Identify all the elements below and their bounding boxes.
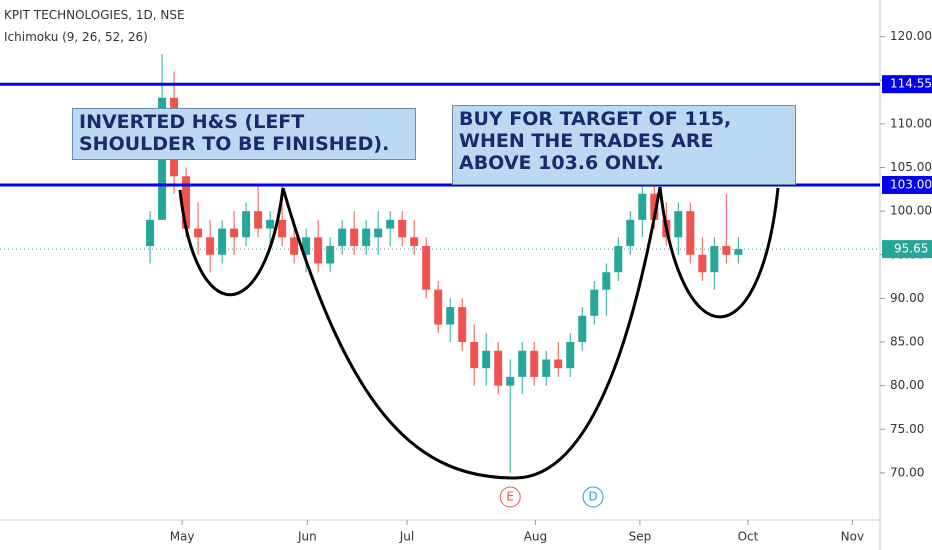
candle-body <box>554 359 563 369</box>
time-tick-label: Aug <box>524 530 547 544</box>
time-tick-label: Sep <box>629 530 652 544</box>
candle-body <box>218 228 227 255</box>
right-shoulder-curve <box>658 186 780 319</box>
candle-body <box>494 350 503 386</box>
event-marker <box>582 486 604 508</box>
candle-body <box>338 228 347 247</box>
candle-body <box>578 315 587 343</box>
last-price-label: 95.65 <box>894 242 928 256</box>
candle-body <box>194 228 203 238</box>
price-label: 103.00 <box>890 177 932 191</box>
candle-body <box>230 228 239 238</box>
candle-body <box>638 193 647 220</box>
price-tick-label: 70.00 <box>890 465 924 479</box>
annotation: INVERTED H&S (LEFT SHOULDER TO BE FINISH… <box>72 108 416 160</box>
candle-body <box>542 359 551 377</box>
price-label-box <box>882 175 932 194</box>
plot: 70.0075.0080.0085.0090.0095.00100.00105.… <box>0 29 932 544</box>
event-marker <box>499 486 521 508</box>
candle-body <box>422 246 431 290</box>
price-tick-label: 110.00 <box>890 116 932 130</box>
candle-body <box>602 272 611 290</box>
chart-title: KPIT TECHNOLOGIES, 1D, NSE <box>4 8 185 22</box>
candle-body <box>278 219 287 238</box>
candle-body <box>614 246 623 273</box>
price-tick-label: 85.00 <box>890 335 924 349</box>
candle-body <box>674 211 683 238</box>
annotation: BUY FOR TARGET OF 115, WHEN THE TRADES A… <box>452 105 796 185</box>
candle-body <box>206 237 215 255</box>
candle-body <box>374 228 383 238</box>
time-tick-label: Jul <box>399 530 414 544</box>
candle-body <box>734 249 743 255</box>
candle-body <box>458 307 467 343</box>
candle-body <box>698 254 707 273</box>
candle-body <box>650 193 659 220</box>
candle-body <box>398 219 407 238</box>
candle-body <box>530 350 539 377</box>
candle-body <box>146 219 155 247</box>
time-tick-label: Oct <box>738 530 759 544</box>
price-tick-label: 105.00 <box>890 160 932 174</box>
time-tick-label: Jun <box>297 530 317 544</box>
candle-body <box>326 246 335 264</box>
price-label-box <box>882 75 932 94</box>
candle-body <box>518 350 527 377</box>
candle-body <box>626 219 635 247</box>
indicator-label: Ichimoku (9, 26, 52, 26) <box>4 30 148 44</box>
candle-body <box>266 219 275 229</box>
price-tick-label: 80.00 <box>890 378 924 392</box>
candle-body <box>182 176 191 229</box>
head-curve <box>281 186 662 480</box>
candle-body <box>722 246 731 255</box>
candle-body <box>362 228 371 247</box>
event-marker-label: E <box>506 490 514 504</box>
candle-body <box>434 289 443 325</box>
candle-body <box>302 237 311 255</box>
time-tick-label: May <box>170 530 195 544</box>
candle-body <box>686 211 695 255</box>
price-tick-label: 120.00 <box>890 29 932 43</box>
price-label-box <box>882 240 932 259</box>
candle-body <box>566 342 575 369</box>
candle-body <box>446 307 455 325</box>
time-tick-label: Nov <box>841 530 864 544</box>
candle-body <box>506 376 515 386</box>
price-label: 114.55 <box>890 77 932 91</box>
event-marker-label: D <box>588 490 597 504</box>
candle-body <box>590 289 599 316</box>
candle-body <box>350 228 359 247</box>
price-tick-label: 75.00 <box>890 422 924 436</box>
candle-body <box>242 211 251 238</box>
candle-body <box>410 237 419 247</box>
candle-body <box>470 342 479 369</box>
left-shoulder-curve <box>178 187 285 296</box>
candle-body <box>710 246 719 273</box>
candle-body <box>482 350 491 369</box>
candle-body <box>386 219 395 229</box>
candle-body <box>254 211 263 229</box>
candle-body <box>290 237 299 255</box>
candle-body <box>314 237 323 264</box>
price-tick-label: 100.00 <box>890 204 932 218</box>
price-tick-label: 90.00 <box>890 291 924 305</box>
